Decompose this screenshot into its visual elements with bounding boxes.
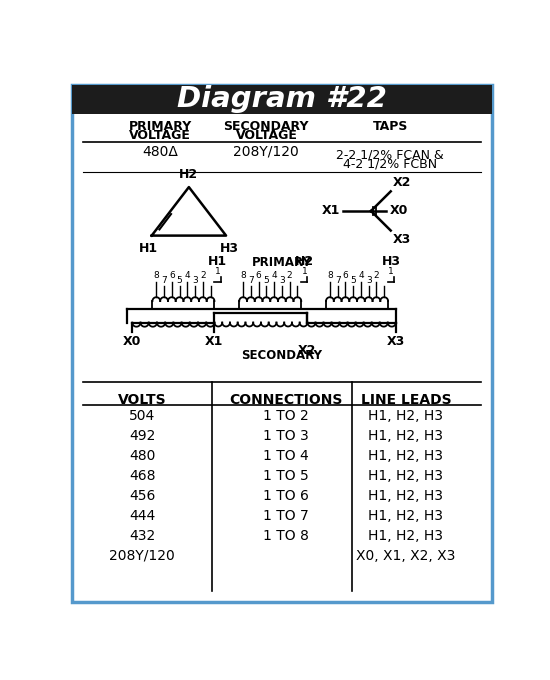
Text: 1 TO 2: 1 TO 2 [263,409,309,423]
Text: 208Y/120: 208Y/120 [109,549,175,563]
Text: X2: X2 [298,344,317,357]
Text: VOLTAGE: VOLTAGE [129,129,191,142]
Text: CONNECTIONS: CONNECTIONS [229,392,343,407]
Text: 432: 432 [129,529,156,543]
Text: 4: 4 [358,271,364,280]
Text: H1, H2, H3: H1, H2, H3 [368,529,443,543]
Text: 1: 1 [214,267,221,275]
Text: 8: 8 [327,271,333,280]
Text: 4-2 1/2% FCBN: 4-2 1/2% FCBN [343,158,437,171]
Text: 3: 3 [279,276,285,285]
Text: LINE LEADS: LINE LEADS [361,392,451,407]
Text: Diagram #22: Diagram #22 [177,85,387,114]
Text: 7: 7 [248,276,254,285]
Text: 1 TO 8: 1 TO 8 [263,529,309,543]
Text: SECONDARY: SECONDARY [241,349,322,362]
Text: H3: H3 [219,242,239,255]
Text: X1: X1 [205,335,224,348]
Text: 5: 5 [177,276,183,285]
Text: PRIMARY: PRIMARY [129,120,192,133]
Text: VOLTS: VOLTS [118,392,167,407]
Text: H2: H2 [295,255,314,268]
Text: 1 TO 4: 1 TO 4 [263,449,309,463]
Text: H1, H2, H3: H1, H2, H3 [368,469,443,483]
Text: 2: 2 [373,271,380,280]
Text: 4: 4 [184,271,190,280]
FancyBboxPatch shape [72,85,492,114]
Text: H3: H3 [382,255,400,268]
Text: H1: H1 [139,242,158,255]
Text: H1, H2, H3: H1, H2, H3 [368,429,443,443]
Text: X3: X3 [387,335,405,348]
Text: 1: 1 [388,267,394,275]
Text: 6: 6 [343,271,348,280]
Text: 2: 2 [200,271,206,280]
Text: 1 TO 7: 1 TO 7 [263,509,309,523]
Text: 6: 6 [169,271,175,280]
Text: TAPS: TAPS [373,120,408,133]
Text: H1, H2, H3: H1, H2, H3 [368,489,443,503]
Text: 456: 456 [129,489,156,503]
Text: 208Y/120: 208Y/120 [234,145,299,158]
Text: PRIMARY: PRIMARY [252,256,312,269]
Text: X0: X0 [123,335,141,348]
Text: X0, X1, X2, X3: X0, X1, X2, X3 [356,549,455,563]
Text: 3: 3 [192,276,198,285]
Text: 468: 468 [129,469,156,483]
Text: X3: X3 [393,233,411,246]
Text: 3: 3 [366,276,372,285]
Text: 8: 8 [153,271,159,280]
FancyBboxPatch shape [72,85,492,602]
Text: H1, H2, H3: H1, H2, H3 [368,449,443,463]
Text: 492: 492 [129,429,156,443]
Text: 4: 4 [271,271,277,280]
Text: 480Δ: 480Δ [142,145,178,158]
Text: 5: 5 [350,276,356,285]
Text: 2: 2 [287,271,293,280]
Text: X1: X1 [322,205,340,218]
Text: 1 TO 6: 1 TO 6 [263,489,309,503]
Text: 7: 7 [161,276,167,285]
Text: 1 TO 5: 1 TO 5 [263,469,309,483]
Text: 504: 504 [129,409,156,423]
Text: 2-2 1/2% FCAN &: 2-2 1/2% FCAN & [337,148,444,161]
Text: 1 TO 3: 1 TO 3 [263,429,309,443]
Text: 8: 8 [240,271,246,280]
Text: 5: 5 [263,276,270,285]
Text: X0: X0 [389,205,408,218]
Text: SECONDARY: SECONDARY [224,120,309,133]
Text: 1: 1 [301,267,307,275]
Text: 6: 6 [256,271,261,280]
Text: H1, H2, H3: H1, H2, H3 [368,409,443,423]
Text: 480: 480 [129,449,156,463]
Text: VOLTAGE: VOLTAGE [235,129,298,142]
Text: 444: 444 [129,509,156,523]
Text: H1, H2, H3: H1, H2, H3 [368,509,443,523]
Text: H1: H1 [208,255,227,268]
Text: X2: X2 [393,176,411,189]
Text: H2: H2 [179,168,199,181]
Text: 7: 7 [335,276,340,285]
